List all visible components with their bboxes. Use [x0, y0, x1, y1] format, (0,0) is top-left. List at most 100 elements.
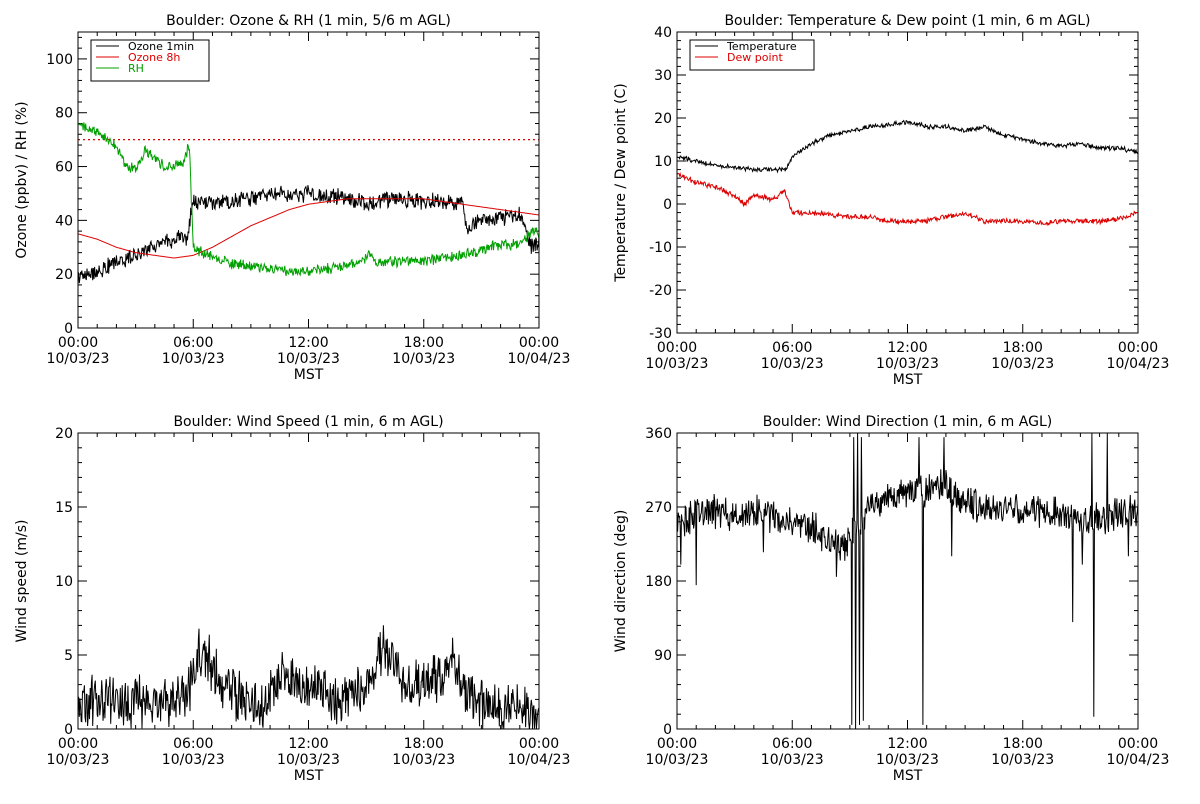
legend-entry: RH — [128, 62, 144, 75]
y-axis-label: Ozone (ppbv) / RH (%) — [14, 101, 30, 258]
y-tick-label: 40 — [654, 25, 672, 41]
x-tick-label-time: 06:00 — [772, 736, 812, 752]
y-tick-label: -30 — [649, 326, 672, 342]
legend-entry: Ozone 8h — [128, 51, 180, 64]
x-tick-label-date: 10/03/23 — [277, 752, 340, 768]
y-tick-label: 20 — [55, 267, 73, 283]
x-tick-label-date: 10/03/23 — [761, 356, 824, 372]
plot-area — [677, 119, 1138, 227]
x-tick-label-date: 10/03/23 — [277, 351, 340, 367]
series-line-temperature — [677, 119, 1138, 174]
x-tick-label-time: 06:00 — [173, 335, 213, 351]
x-axis-label: MST — [294, 367, 324, 383]
x-tick-label-date: 10/03/23 — [162, 752, 225, 768]
x-tick-label-time: 00:00 — [519, 335, 559, 351]
x-tick-label-time: 00:00 — [1118, 340, 1158, 356]
y-tick-label: 0 — [663, 197, 672, 213]
y-tick-label: 30 — [654, 68, 672, 84]
y-tick-label: 360 — [645, 426, 672, 442]
plot-frame — [77, 432, 540, 730]
legend-entry: Temperature — [726, 40, 797, 53]
ozone-rh-panel: Boulder: Ozone & RH (1 min, 5/6 m AGL) Oz… — [14, 13, 570, 383]
y-tick-label: 270 — [645, 500, 672, 516]
plot-area — [677, 433, 1138, 729]
series-line-data — [78, 625, 539, 729]
y-tick-label: 60 — [55, 160, 73, 176]
series-line-ozone-8h — [78, 198, 539, 259]
x-tick-label-date: 10/03/23 — [991, 356, 1054, 372]
x-tick-label-date: 10/03/23 — [47, 351, 110, 367]
x-tick-label-time: 12:00 — [288, 736, 328, 752]
legend-entry: Dew point — [727, 51, 783, 64]
x-tick-label-time: 00:00 — [58, 335, 98, 351]
chart-title: Boulder: Wind Direction (1 min, 6 m AGL) — [763, 414, 1052, 430]
y-axis-label: Temperature / Dew point (C) — [613, 83, 629, 282]
wind-speed-panel: Boulder: Wind Speed (1 min, 6 m AGL) Wind… — [14, 414, 570, 784]
x-tick-label-time: 18:00 — [404, 736, 444, 752]
x-tick-label-time: 00:00 — [519, 736, 559, 752]
x-tick-label-time: 12:00 — [288, 335, 328, 351]
x-tick-label-time: 18:00 — [1003, 736, 1043, 752]
plot-frame — [676, 31, 1139, 334]
x-tick-label-date: 10/04/23 — [508, 351, 571, 367]
x-tick-label-date: 10/03/23 — [876, 752, 939, 768]
series-line-data — [677, 433, 1138, 729]
y-tick-label: 10 — [55, 574, 73, 590]
y-tick-label: 5 — [64, 648, 73, 664]
chart-title: Boulder: Wind Speed (1 min, 6 m AGL) — [173, 414, 443, 430]
plot-frame — [676, 432, 1139, 730]
x-axis-label: MST — [893, 372, 923, 388]
x-tick-label-time: 00:00 — [1118, 736, 1158, 752]
y-tick-label: -10 — [649, 240, 672, 256]
x-tick-label-date: 10/04/23 — [1107, 356, 1170, 372]
x-tick-label-time: 06:00 — [772, 340, 812, 356]
series-line-ozone-1min — [78, 185, 539, 284]
x-tick-label-time: 00:00 — [657, 340, 697, 356]
x-axis-label: MST — [893, 768, 923, 784]
y-tick-label: 0 — [64, 722, 73, 738]
x-tick-label-date: 10/03/23 — [761, 752, 824, 768]
plot-area — [78, 122, 539, 284]
x-tick-label-time: 18:00 — [1003, 340, 1043, 356]
x-axis-label: MST — [294, 768, 324, 784]
y-tick-label: 20 — [654, 111, 672, 127]
x-tick-label-date: 10/03/23 — [392, 351, 455, 367]
y-tick-label: 0 — [64, 321, 73, 337]
x-tick-label-date: 10/04/23 — [1107, 752, 1170, 768]
series-line-rh — [78, 122, 539, 277]
x-tick-label-time: 18:00 — [404, 335, 444, 351]
y-axis-label: Wind direction (deg) — [613, 510, 629, 653]
chart-title: Boulder: Temperature & Dew point (1 min,… — [724, 13, 1090, 29]
x-tick-label-time: 12:00 — [887, 340, 927, 356]
x-tick-label-date: 10/03/23 — [646, 356, 709, 372]
y-tick-label: 10 — [654, 154, 672, 170]
y-tick-label: 0 — [663, 722, 672, 738]
x-tick-label-date: 10/03/23 — [47, 752, 110, 768]
chart-title: Boulder: Ozone & RH (1 min, 5/6 m AGL) — [166, 13, 451, 29]
y-tick-label: 15 — [55, 500, 73, 516]
y-tick-label: 100 — [46, 52, 73, 68]
legend-entry: Ozone 1min — [128, 40, 194, 53]
y-axis-label: Wind speed (m/s) — [14, 520, 30, 643]
series-line-dew-point — [677, 171, 1138, 227]
x-tick-label-date: 10/03/23 — [392, 752, 455, 768]
x-tick-label-time: 06:00 — [173, 736, 213, 752]
y-tick-label: 20 — [55, 426, 73, 442]
wind-direction-panel: Boulder: Wind Direction (1 min, 6 m AGL)… — [613, 414, 1169, 784]
y-tick-label: 40 — [55, 213, 73, 229]
plot-area — [78, 625, 539, 729]
legend-box — [689, 39, 815, 71]
x-tick-label-date: 10/04/23 — [508, 752, 571, 768]
legend-box — [90, 39, 210, 82]
x-tick-label-time: 12:00 — [887, 736, 927, 752]
x-tick-label-time: 00:00 — [58, 736, 98, 752]
temperature-dewpoint-panel: Boulder: Temperature & Dew point (1 min,… — [613, 13, 1169, 388]
y-tick-label: 80 — [55, 106, 73, 122]
x-tick-label-time: 00:00 — [657, 736, 697, 752]
x-tick-label-date: 10/03/23 — [876, 356, 939, 372]
y-tick-label: -20 — [649, 283, 672, 299]
x-tick-label-date: 10/03/23 — [991, 752, 1054, 768]
y-tick-label: 90 — [654, 648, 672, 664]
x-tick-label-date: 10/03/23 — [646, 752, 709, 768]
